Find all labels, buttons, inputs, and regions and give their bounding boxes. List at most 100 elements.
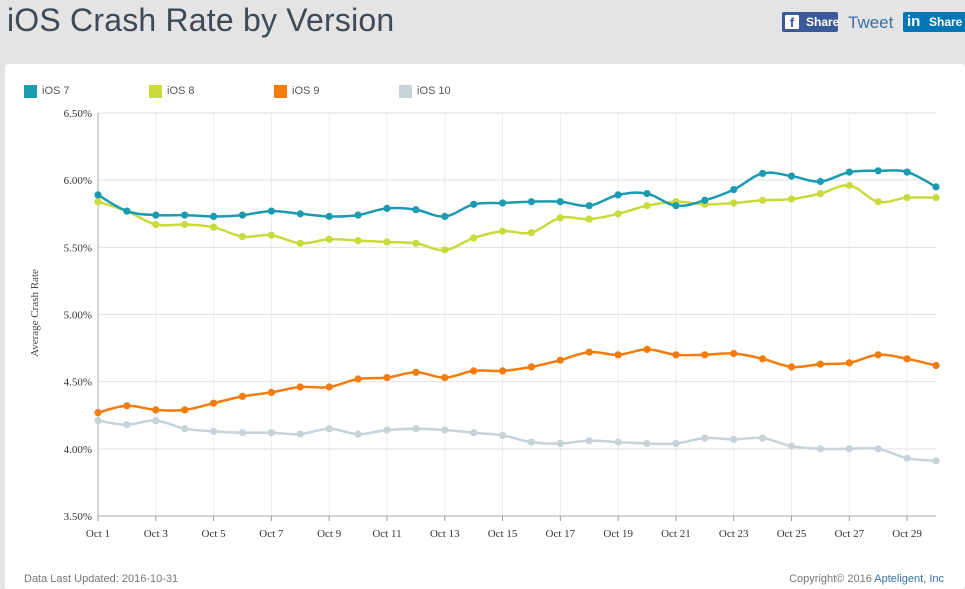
data-point-ios-10 xyxy=(152,417,160,425)
data-point-ios-9 xyxy=(210,399,218,407)
tweet-link[interactable]: Tweet xyxy=(848,13,894,32)
x-tick-label: Oct 9 xyxy=(317,528,342,540)
data-point-ios-9 xyxy=(556,356,564,364)
data-point-ios-9 xyxy=(845,359,853,367)
data-point-ios-9 xyxy=(152,406,160,414)
data-point-ios-9 xyxy=(672,351,680,359)
data-point-ios-10 xyxy=(296,430,304,438)
data-point-ios-9 xyxy=(181,406,189,414)
data-point-ios-7 xyxy=(238,211,247,219)
data-point-ios-10 xyxy=(845,445,853,453)
x-tick-label: Oct 29 xyxy=(892,528,922,540)
series-layer xyxy=(94,167,940,465)
data-point-ios-8 xyxy=(238,233,247,241)
data-point-ios-10 xyxy=(585,437,593,445)
data-point-ios-10 xyxy=(527,438,536,446)
data-point-ios-8 xyxy=(296,239,304,247)
facebook-share-button[interactable]: f Share xyxy=(782,12,839,32)
data-point-ios-10 xyxy=(267,429,275,437)
data-point-ios-7 xyxy=(672,202,680,210)
data-point-ios-9 xyxy=(470,367,478,375)
data-point-ios-8 xyxy=(759,196,767,204)
data-point-ios-10 xyxy=(614,438,622,446)
y-tick-label: 5.50% xyxy=(64,242,92,254)
data-point-ios-8 xyxy=(585,215,593,223)
data-point-ios-7 xyxy=(701,196,709,204)
linkedin-icon: in xyxy=(907,13,921,30)
data-point-ios-10 xyxy=(903,454,911,462)
data-point-ios-9 xyxy=(614,351,622,359)
data-point-ios-9 xyxy=(123,402,131,410)
x-tick-label: Oct 13 xyxy=(430,528,460,540)
data-point-ios-7 xyxy=(470,200,478,208)
data-point-ios-7 xyxy=(412,206,420,214)
data-point-ios-7 xyxy=(441,212,449,220)
y-tick-label: 6.00% xyxy=(64,175,92,187)
data-point-ios-10 xyxy=(816,445,825,453)
data-point-ios-7 xyxy=(94,191,102,199)
data-point-ios-9 xyxy=(238,392,247,400)
data-point-ios-9 xyxy=(325,383,333,391)
data-point-ios-8 xyxy=(152,220,160,229)
data-point-ios-8 xyxy=(730,199,738,207)
y-tick-label: 5.00% xyxy=(64,310,92,322)
data-point-ios-7 xyxy=(210,212,218,220)
data-point-ios-7 xyxy=(845,168,853,176)
series-line-ios-8 xyxy=(97,184,937,252)
y-tick-label: 4.00% xyxy=(64,444,92,456)
data-point-ios-10 xyxy=(672,439,680,448)
series-line-ios-10 xyxy=(97,419,937,463)
data-point-ios-8 xyxy=(845,181,853,190)
data-point-ios-8 xyxy=(325,235,333,243)
data-point-ios-10 xyxy=(874,445,882,453)
data-point-ios-8 xyxy=(499,227,507,235)
legend-label: iOS 9 xyxy=(292,85,320,97)
x-tick-label: Oct 19 xyxy=(603,528,633,540)
y-tick-label: 6.50% xyxy=(64,108,92,120)
x-tick-label: Oct 1 xyxy=(86,528,110,540)
data-point-ios-7 xyxy=(816,177,825,186)
data-point-ios-7 xyxy=(787,172,796,180)
data-point-ios-9 xyxy=(903,355,911,363)
data-point-ios-8 xyxy=(441,246,449,254)
data-point-ios-10 xyxy=(325,425,333,433)
data-point-ios-7 xyxy=(556,198,564,206)
page-title: iOS Crash Rate by Version xyxy=(7,2,395,38)
data-point-ios-9 xyxy=(701,351,709,359)
data-point-ios-8 xyxy=(181,220,189,229)
company-link[interactable]: Apteligent, Inc xyxy=(874,573,944,585)
x-tick-label: Oct 17 xyxy=(546,528,576,540)
data-point-ios-7 xyxy=(614,191,622,199)
data-point-ios-10 xyxy=(210,427,218,435)
legend-label: iOS 8 xyxy=(167,85,195,97)
data-point-ios-7 xyxy=(152,211,160,219)
data-point-ios-9 xyxy=(874,351,882,359)
data-point-ios-9 xyxy=(354,375,362,383)
linkedin-share-button[interactable]: in Share xyxy=(903,12,965,32)
x-tick-label: Oct 23 xyxy=(719,528,749,540)
grid-layer xyxy=(97,112,936,517)
data-point-ios-9 xyxy=(267,388,275,396)
data-point-ios-7 xyxy=(903,168,911,176)
data-point-ios-7 xyxy=(325,212,333,220)
data-point-ios-9 xyxy=(643,345,651,353)
data-point-ios-10 xyxy=(701,434,709,442)
legend-label: iOS 10 xyxy=(417,85,451,97)
data-point-ios-10 xyxy=(354,430,362,438)
data-point-ios-10 xyxy=(643,439,651,448)
y-tick-label: 3.50% xyxy=(64,511,92,523)
y-tick-label: 4.50% xyxy=(64,377,92,389)
data-point-ios-10 xyxy=(787,442,796,450)
data-point-ios-10 xyxy=(470,429,478,437)
data-point-ios-8 xyxy=(470,234,478,242)
data-point-ios-9 xyxy=(296,383,304,391)
data-point-ios-8 xyxy=(383,238,391,246)
legend-swatch xyxy=(399,85,412,98)
data-point-ios-8 xyxy=(932,194,940,202)
axis-layer: 3.50% 4.00% 4.50% 5.00% 5.50% 6.00% 6.50% Oct 1… xyxy=(64,108,936,540)
linkedin-share-label: Share xyxy=(929,15,963,29)
copyright-note: Copyright© 2016 Apteligent, Inc xyxy=(789,573,944,585)
data-updated-note: Data Last Updated: 2016-10-31 xyxy=(24,573,179,585)
x-tick-label: Oct 7 xyxy=(259,528,284,540)
